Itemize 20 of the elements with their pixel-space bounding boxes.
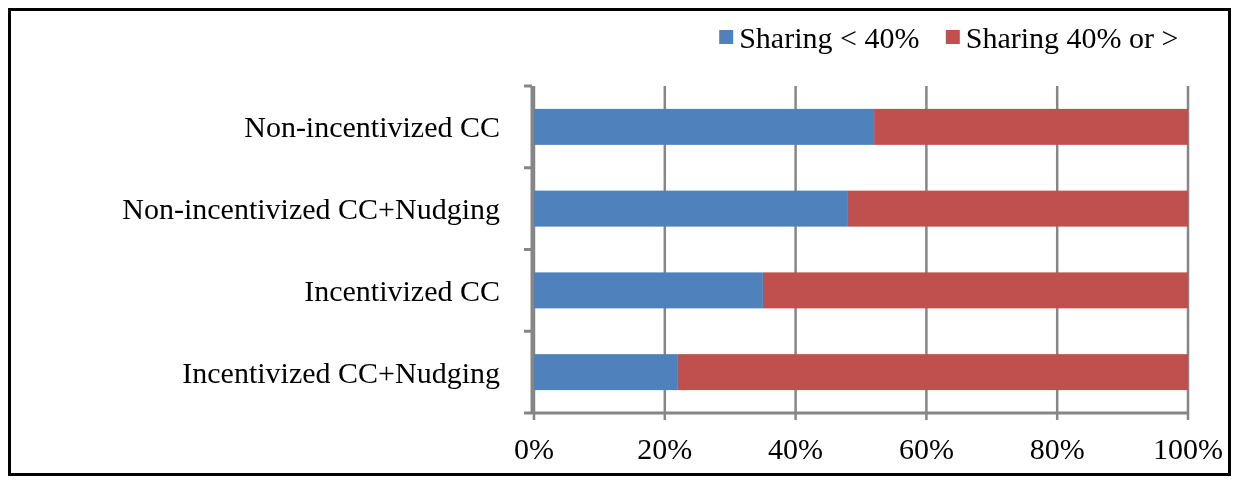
- bar: [874, 108, 1188, 145]
- x-tick-label: 20%: [637, 432, 693, 465]
- y-tick-label: Non-incentivized CC: [244, 110, 500, 144]
- legend-label: Sharing < 40%: [739, 21, 920, 54]
- bar: [847, 190, 1188, 227]
- bar: [534, 272, 763, 309]
- bar: [534, 108, 875, 145]
- legend-label: Sharing 40% or >: [965, 21, 1179, 54]
- x-tick-label: 40%: [768, 432, 824, 465]
- y-tick-label: Incentivized CC: [304, 273, 500, 307]
- bar: [534, 190, 848, 227]
- x-tick-label: 100%: [1153, 432, 1223, 465]
- x-tick-label: 0%: [514, 432, 554, 465]
- y-tick-label: Incentivized CC+Nudging: [182, 355, 500, 389]
- bar: [762, 272, 1188, 309]
- bar: [534, 354, 678, 391]
- bar: [677, 354, 1188, 391]
- x-tick-label: 80%: [1029, 432, 1085, 465]
- y-tick-label: Non-incentivized CC+Nudging: [122, 192, 500, 226]
- x-tick-label: 60%: [898, 432, 954, 465]
